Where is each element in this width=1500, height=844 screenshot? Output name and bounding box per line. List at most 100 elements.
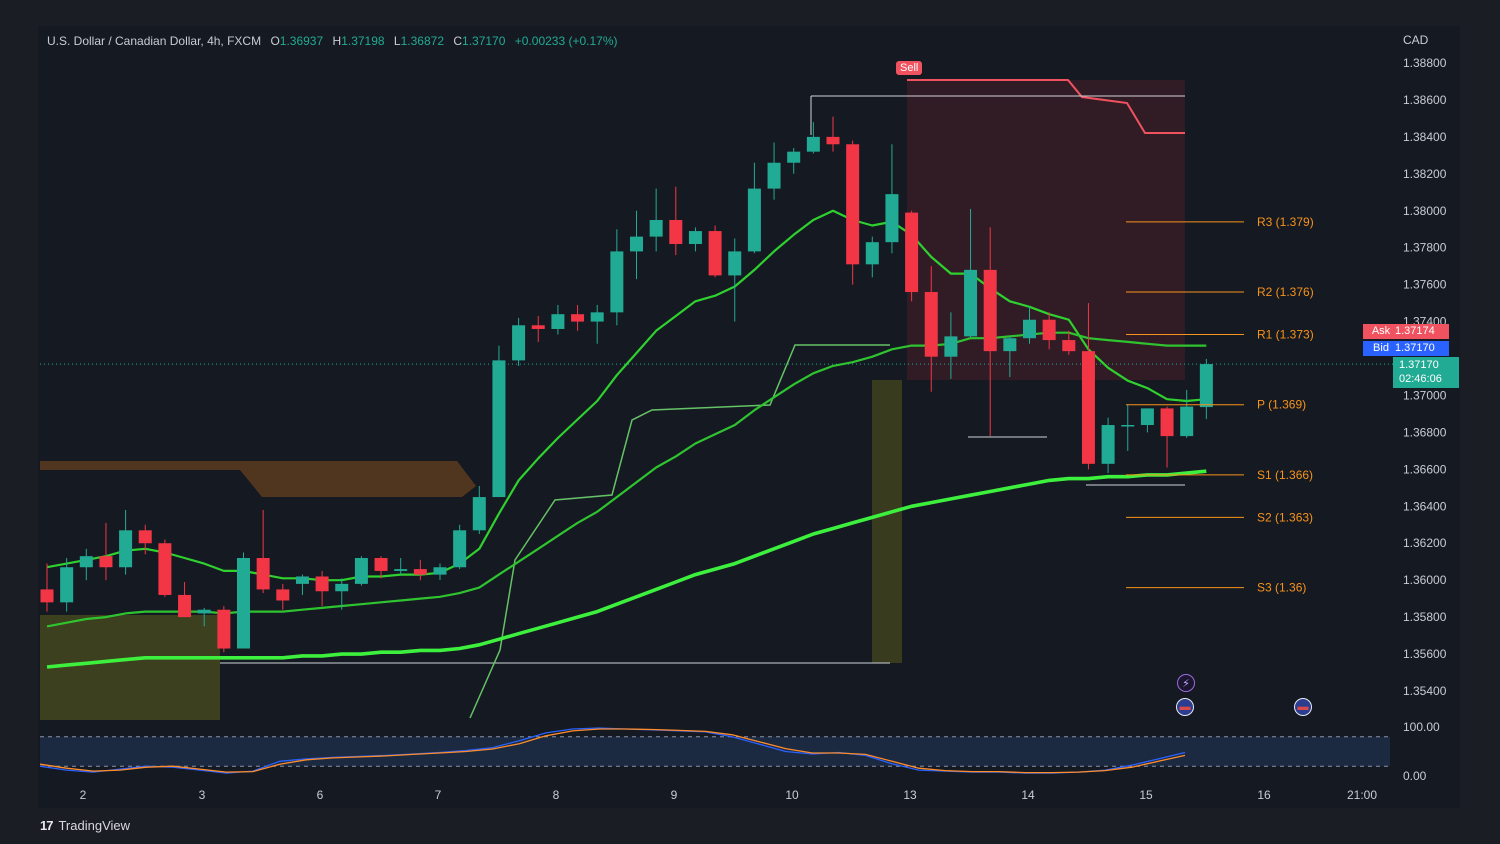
candle-body — [1199, 364, 1213, 408]
bid-label: Bid — [1363, 341, 1399, 356]
x-tick-label: 16 — [1257, 788, 1271, 802]
demand-zone — [872, 380, 902, 663]
candle-body — [119, 530, 133, 568]
candle-body — [590, 312, 604, 322]
us-flag-event-icon[interactable]: ▬ — [1294, 698, 1312, 716]
candle-body — [158, 543, 172, 595]
oscillator-tick-label: 100.00 — [1403, 720, 1440, 734]
candle-body — [531, 325, 545, 329]
y-tick-label: 1.37600 — [1403, 278, 1447, 292]
lightning-event-icon[interactable]: ⚡ — [1177, 674, 1195, 692]
candle-body — [453, 530, 467, 568]
x-tick-label: 2 — [80, 788, 87, 802]
sell-signal-badge[interactable]: Sell — [896, 61, 923, 75]
candle-body — [99, 556, 113, 568]
y-tick-label: 1.36200 — [1403, 536, 1447, 550]
candle-body — [630, 236, 643, 252]
high-key: H — [332, 34, 342, 48]
y-tick-label: 1.35800 — [1403, 610, 1447, 624]
candle-body — [826, 136, 840, 145]
candle-body — [708, 231, 722, 276]
y-tick-label: 1.38800 — [1403, 56, 1447, 70]
x-tick-label: 3 — [199, 788, 206, 802]
candle-body — [413, 569, 427, 575]
last-price: 1.37170 — [1399, 359, 1439, 371]
x-tick-label: 15 — [1139, 788, 1153, 802]
candle-body — [551, 314, 565, 329]
bid-price: 1.37170 — [1391, 341, 1449, 356]
supply-zone — [40, 461, 476, 497]
candle-body — [944, 336, 958, 357]
sell-stop-line — [907, 79, 1185, 134]
candle-body — [846, 144, 860, 265]
open-key: O — [270, 34, 280, 48]
x-tick-label: 7 — [435, 788, 442, 802]
candle-body — [1062, 340, 1076, 352]
candle-body — [79, 556, 93, 568]
candle-body — [138, 530, 152, 544]
candle-body — [315, 576, 329, 592]
x-tick-label: 21:00 — [1347, 788, 1377, 802]
pivot-label: R2 (1.376) — [1257, 285, 1314, 299]
brand-footer[interactable]: 17 TradingView — [40, 818, 130, 833]
y-tick-label: 1.38200 — [1403, 167, 1447, 181]
bar-countdown: 02:46:06 — [1399, 373, 1442, 385]
pivot-label: S1 (1.366) — [1257, 468, 1313, 482]
candle-body — [472, 497, 486, 531]
candle-body — [335, 583, 349, 592]
pivot-label: R1 (1.373) — [1257, 328, 1314, 342]
candle-body — [767, 162, 781, 189]
pivot-label: S3 (1.36) — [1257, 581, 1306, 595]
y-tick-label: 1.38400 — [1403, 130, 1447, 144]
candle-body — [60, 567, 74, 603]
brand-name: TradingView — [58, 818, 131, 833]
currency-label: CAD — [1403, 33, 1429, 47]
candle-body — [885, 194, 899, 243]
symbol-legend: U.S. Dollar / Canadian Dollar, 4h, FXCM … — [47, 34, 618, 48]
candle-body — [1160, 408, 1174, 437]
candle-body — [178, 594, 192, 618]
candle-body — [433, 567, 447, 575]
candle-body — [728, 251, 742, 276]
pivot-label: S2 (1.363) — [1257, 510, 1313, 524]
candle-body — [1081, 351, 1095, 464]
pivot-label: P (1.369) — [1257, 398, 1306, 412]
demand-zone — [40, 615, 220, 720]
candle-body — [865, 242, 879, 265]
candle-body — [1042, 319, 1056, 341]
high-value: 1.37198 — [341, 34, 385, 48]
candle-body — [905, 212, 919, 293]
y-tick-label: 1.37000 — [1403, 388, 1447, 402]
y-tick-label: 1.36800 — [1403, 425, 1447, 439]
candle-body — [492, 360, 506, 498]
low-key: L — [393, 34, 401, 48]
candle-body — [256, 558, 270, 590]
x-tick-label: 14 — [1021, 788, 1035, 802]
candle-body — [688, 231, 702, 245]
x-tick-label: 6 — [317, 788, 324, 802]
y-tick-label: 1.35600 — [1403, 647, 1447, 661]
last-price-marker: 1.37170 02:46:06 — [1393, 357, 1459, 388]
y-tick-label: 1.38000 — [1403, 204, 1447, 218]
candle-body — [571, 314, 585, 322]
candle-body — [964, 269, 978, 337]
close-key: C — [453, 34, 463, 48]
candle-body — [669, 220, 683, 245]
ask-price: 1.37174 — [1391, 324, 1449, 339]
y-tick-label: 1.36000 — [1403, 573, 1447, 587]
candle-body — [806, 136, 820, 152]
candle-body — [512, 325, 526, 361]
candle-body — [924, 292, 938, 357]
ask-label: Ask — [1363, 324, 1399, 339]
us-flag-event-icon[interactable]: ▬ — [1176, 698, 1194, 716]
candle-body — [237, 558, 250, 649]
y-tick-label: 1.35400 — [1403, 684, 1447, 698]
candle-body — [1121, 425, 1135, 427]
candle-body — [276, 589, 290, 601]
candle-body — [1101, 425, 1115, 464]
candle-body — [295, 576, 309, 584]
candle-body — [374, 558, 388, 571]
candle-body — [1140, 408, 1154, 426]
candle-body — [747, 188, 761, 252]
